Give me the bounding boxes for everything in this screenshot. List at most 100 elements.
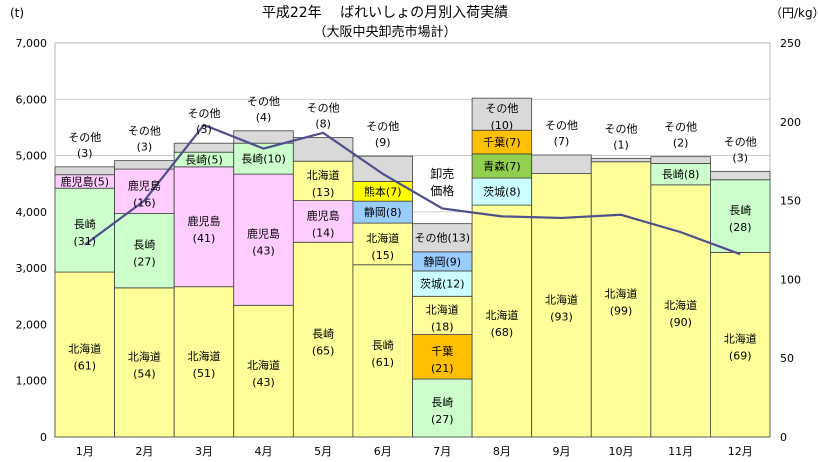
segment-share: (15): [371, 249, 394, 262]
segment-share: (99): [610, 304, 633, 317]
segment-label: その他: [545, 119, 578, 132]
y-axis-left-unit: (t): [10, 6, 24, 20]
y-right-tick-label: 100: [780, 273, 801, 286]
bar-segment: [412, 270, 473, 297]
price-line: [84, 123, 741, 256]
bar-segment: [710, 179, 771, 253]
segment-share: (14): [312, 226, 335, 239]
segment-share: (43): [252, 376, 275, 389]
segment-label: その他: [307, 102, 340, 115]
bar-segment: [471, 177, 533, 206]
bar-segment: [292, 160, 354, 201]
x-tick-label: 6月: [374, 445, 392, 458]
y-right-tick-label: 200: [780, 116, 801, 129]
y-axis-right-unit: （円/kg）: [770, 6, 818, 20]
segment-share: (27): [431, 413, 454, 426]
segment-share: (1): [613, 138, 629, 151]
segment-label: 長崎(8): [662, 167, 700, 181]
segment-label: 茨城(8): [483, 185, 521, 199]
y-left-tick-label: 0: [40, 431, 47, 444]
segment-share: (27): [133, 256, 156, 269]
bar-segment: [471, 153, 533, 179]
y-right-tick-label: 150: [780, 195, 801, 208]
segment-label: 熊本(7): [364, 184, 402, 198]
segment-label: 長崎: [312, 327, 334, 341]
y-right-tick-label: 50: [780, 352, 794, 365]
segment-share: (21): [431, 362, 454, 375]
bar-segment: [233, 173, 294, 306]
segment-label: 鹿児島: [187, 214, 220, 228]
x-tick-label: 10月: [609, 445, 634, 458]
y-left-tick-label: 2,000: [16, 318, 48, 331]
bar-segment: [710, 251, 771, 438]
segment-label: 北海道: [664, 298, 697, 312]
stacked-bars: [54, 97, 771, 438]
segment-label: 鹿児島: [247, 227, 280, 241]
bar-segment: [233, 304, 294, 438]
segment-labels: 北海道 (61) 長崎 (31) 鹿児島(5) その他 (3) 北海道 (54) 長崎 (27) 鹿児…: [60, 95, 756, 426]
segment-share: (68): [491, 326, 514, 339]
bar-segment: [114, 160, 175, 170]
y-right-tick-label: 0: [780, 431, 787, 444]
segment-share: (65): [312, 345, 335, 358]
segment-label: 北海道: [724, 332, 757, 346]
bar-segment: [650, 156, 711, 164]
bar-segment: [471, 204, 533, 438]
x-tick-label: 2月: [135, 445, 153, 458]
bar-segment: [292, 241, 354, 438]
segment-label: 北海道: [128, 349, 161, 363]
segment-label: 北海道: [485, 308, 518, 322]
y-left-tick-label: 5,000: [16, 150, 48, 163]
segment-label: その他: [128, 125, 161, 138]
segment-label: その他: [68, 131, 101, 144]
segment-share: (28): [729, 221, 752, 234]
y-left-tick-label: 3,000: [16, 262, 48, 275]
segment-share: (61): [73, 360, 96, 373]
bar-segment: [412, 223, 473, 253]
segment-label: 北海道: [426, 302, 459, 316]
segment-label: 長崎: [74, 217, 96, 231]
segment-label: その他: [187, 107, 220, 120]
segment-share: (16): [133, 196, 156, 209]
segment-label: その他: [605, 122, 638, 135]
segment-label: 北海道: [247, 358, 280, 372]
y-left-tick-label: 4,000: [16, 206, 48, 219]
y-right-tick-label: 250: [780, 37, 801, 50]
segment-share: (3): [732, 151, 748, 164]
segment-label: 長崎: [431, 395, 453, 409]
bar-segment: [292, 137, 354, 162]
x-tick-label: 4月: [255, 445, 273, 458]
segment-label: 北海道: [605, 286, 638, 300]
segment-label: 鹿児島(5): [60, 174, 109, 188]
bar-segment: [531, 154, 592, 174]
x-tick-label: 11月: [668, 445, 693, 458]
x-tick-label: 8月: [493, 445, 511, 458]
segment-share: (69): [729, 350, 752, 363]
segment-label: 北海道: [187, 349, 220, 363]
bar-segment: [590, 161, 652, 438]
x-tick-label: 12月: [728, 445, 753, 458]
segment-label: 北海道: [68, 342, 101, 356]
bar-segment: [114, 213, 175, 289]
segment-label: 北海道: [366, 231, 399, 245]
segment-label: 長崎(10): [241, 152, 286, 166]
y-left-tick-label: 1,000: [16, 375, 48, 388]
segment-label: その他: [724, 135, 757, 148]
price-label: 卸売: [430, 166, 454, 181]
x-tick-label: 3月: [195, 445, 213, 458]
segment-share: (3): [196, 123, 212, 136]
x-tick-label: 1月: [76, 445, 94, 458]
segment-share: (93): [550, 310, 573, 323]
price-line-layer: [84, 123, 741, 256]
y-left-tick-label: 6,000: [16, 93, 48, 106]
segment-label: 長崎: [372, 338, 394, 352]
segment-label: その他(13): [414, 232, 470, 245]
segment-label: 北海道: [545, 292, 578, 306]
segment-label: 鹿児島: [307, 208, 340, 222]
segment-label: 北海道: [307, 168, 340, 182]
segment-label: その他: [366, 120, 399, 133]
segment-share: (4): [256, 111, 272, 124]
segment-label: 長崎: [729, 203, 751, 217]
segment-share: (13): [312, 186, 335, 199]
